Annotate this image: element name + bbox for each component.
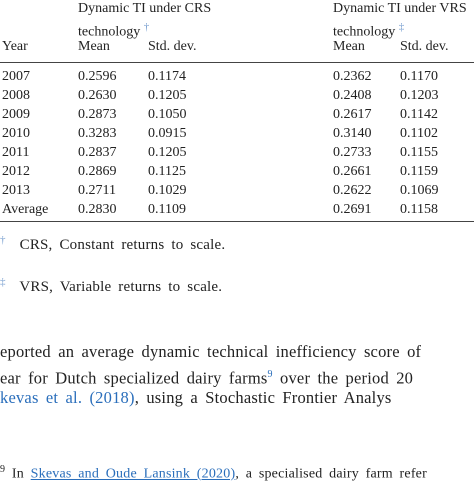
row-label: 2012 bbox=[2, 164, 30, 179]
footnote-mark: ‡ bbox=[0, 276, 6, 288]
table-cell: 0.2617 bbox=[333, 107, 372, 122]
table-cell: 0.2596 bbox=[78, 69, 117, 84]
table-cell: 0.1102 bbox=[400, 126, 438, 141]
group-header: Dynamic TI under CRS technology † bbox=[78, 0, 238, 42]
group-header-text: Dynamic TI under VRS technology bbox=[333, 1, 467, 40]
footnote-mark: 9 bbox=[0, 464, 6, 475]
group-header-text: Dynamic TI under CRS technology bbox=[78, 1, 212, 40]
table-cell: 0.2691 bbox=[333, 202, 372, 217]
row-label: 2009 bbox=[2, 107, 30, 122]
row-label: 2010 bbox=[2, 126, 30, 141]
citation-link[interactable]: Skevas and Oude Lansink (2020) bbox=[30, 466, 236, 482]
paragraph-line: ear for Dutch specialized dairy farms9 o… bbox=[0, 365, 413, 389]
table-cell: 0.1069 bbox=[400, 183, 439, 198]
table-cell: 0.0915 bbox=[148, 126, 187, 141]
column-header: Std. dev. bbox=[148, 39, 197, 54]
table-cell: 0.1050 bbox=[148, 107, 187, 122]
footnote-mark: ‡ bbox=[398, 21, 405, 33]
footnote-ref[interactable]: 9 bbox=[267, 369, 273, 380]
citation-link[interactable]: kevas et al. (2018) bbox=[0, 388, 135, 407]
table-cell: 0.2873 bbox=[78, 107, 117, 122]
table-bottom-rule bbox=[0, 221, 474, 222]
table-cell: 0.2733 bbox=[333, 145, 372, 160]
table-cell: 0.1205 bbox=[148, 145, 187, 160]
paragraph-line: eported an average dynamic technical ine… bbox=[0, 342, 422, 361]
table-cell: 0.1158 bbox=[400, 202, 438, 217]
group-header: Dynamic TI under VRS technology ‡ bbox=[333, 0, 474, 42]
table-cell: 0.1029 bbox=[148, 183, 187, 198]
row-label: 2011 bbox=[2, 145, 30, 160]
table-cell: 0.1125 bbox=[148, 164, 186, 179]
footnote-mark: † bbox=[143, 21, 150, 33]
text: In bbox=[11, 466, 31, 482]
row-label: 2007 bbox=[2, 69, 30, 84]
footnote-text: VRS, Variable returns to scale. bbox=[19, 279, 223, 295]
table-cell: 0.2830 bbox=[78, 202, 117, 217]
text: over the period 20 bbox=[272, 368, 414, 388]
column-header: Year bbox=[2, 39, 28, 54]
table-cell: 0.3283 bbox=[78, 126, 117, 141]
footnote: † CRS, Constant returns to scale. bbox=[0, 230, 225, 255]
table-cell: 0.1203 bbox=[400, 88, 439, 103]
table-cell: 0.2408 bbox=[333, 88, 372, 103]
text: , a specialised dairy farm refer bbox=[235, 466, 427, 482]
header-rule bbox=[0, 62, 474, 63]
table-cell: 0.2622 bbox=[333, 183, 372, 198]
table-cell: 0.3140 bbox=[333, 126, 372, 141]
column-header: Mean bbox=[78, 39, 110, 54]
table-cell: 0.2711 bbox=[78, 183, 116, 198]
text: ear for Dutch specialized dairy farms bbox=[0, 368, 268, 388]
row-label: Average bbox=[2, 202, 49, 217]
table-cell: 0.1142 bbox=[400, 107, 438, 122]
table-cell: 0.1205 bbox=[148, 88, 187, 103]
page-footnote: 9 In Skevas and Oude Lansink (2020), a s… bbox=[0, 460, 427, 485]
text: , using a Stochastic Frontier Analys bbox=[134, 388, 392, 407]
column-header: Std. dev. bbox=[400, 39, 449, 54]
column-header: Mean bbox=[333, 39, 365, 54]
table-cell: 0.1109 bbox=[148, 202, 186, 217]
table-cell: 0.1170 bbox=[400, 69, 438, 84]
row-label: 2008 bbox=[2, 88, 30, 103]
footnote: ‡ VRS, Variable returns to scale. bbox=[0, 272, 222, 297]
table-cell: 0.1155 bbox=[400, 145, 438, 160]
paragraph-line: kevas et al. (2018), using a Stochastic … bbox=[0, 388, 392, 408]
footnote-text: CRS, Constant returns to scale. bbox=[19, 237, 226, 253]
footnote-mark: † bbox=[0, 234, 6, 246]
table-cell: 0.2362 bbox=[333, 69, 372, 84]
row-label: 2013 bbox=[2, 183, 30, 198]
table-cell: 0.2837 bbox=[78, 145, 117, 160]
table-cell: 0.2869 bbox=[78, 164, 117, 179]
table-cell: 0.2630 bbox=[78, 88, 117, 103]
table-cell: 0.1174 bbox=[148, 69, 186, 84]
table-cell: 0.1159 bbox=[400, 164, 438, 179]
table-cell: 0.2661 bbox=[333, 164, 372, 179]
